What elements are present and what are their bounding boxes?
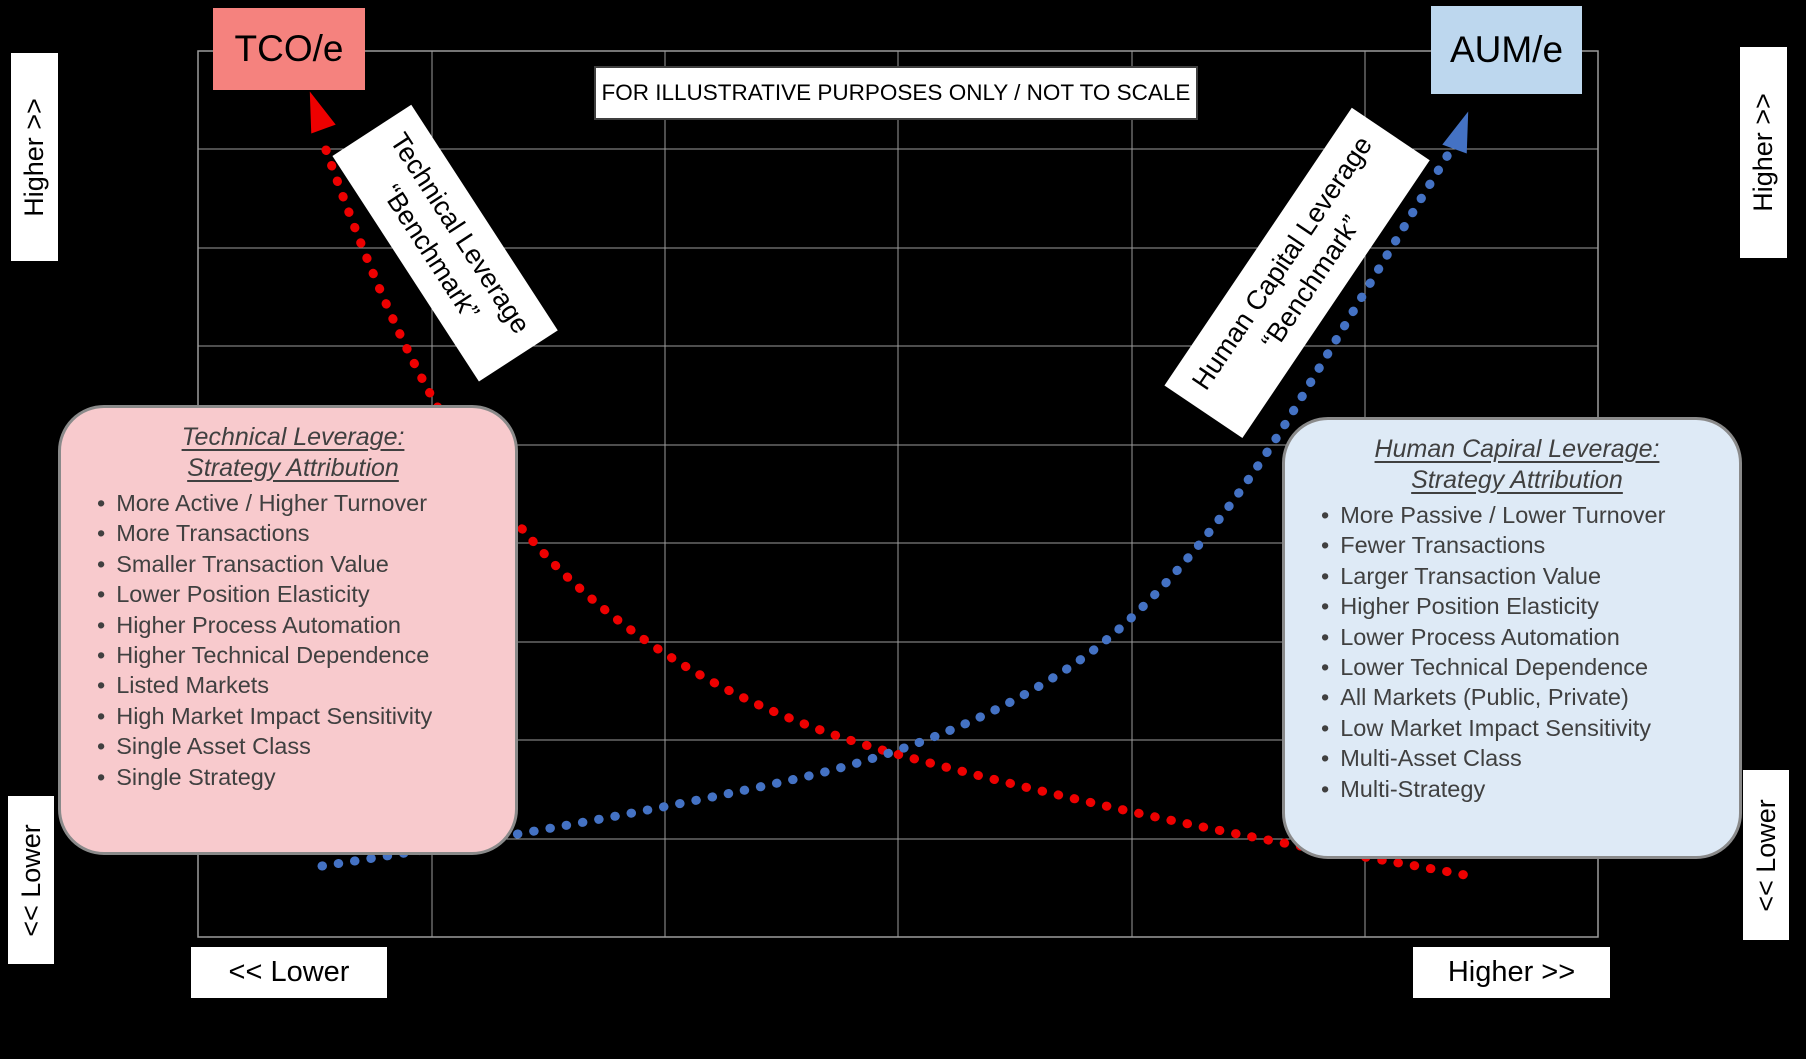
technical-panel-bullet-list: More Active / Higher Turnover More Trans… [85, 488, 501, 792]
list-item: Smaller Transaction Value [97, 549, 501, 579]
y-right-higher-label: Higher >> [1748, 93, 1779, 212]
human-capital-leverage-panel: Human Capiral Leverage: Strategy Attribu… [1282, 417, 1742, 859]
y-right-lower-label-box: << Lower [1743, 770, 1789, 940]
technical-panel-title: Technical Leverage: Strategy Attribution [85, 422, 501, 484]
human-panel-bullet-list: More Passive / Lower Turnover Fewer Tran… [1309, 500, 1725, 804]
list-item: More Active / Higher Turnover [97, 488, 501, 518]
list-item: Multi-Asset Class [1321, 743, 1725, 773]
disclaimer-banner: FOR ILLUSTRATIVE PURPOSES ONLY / NOT TO … [594, 66, 1198, 120]
human-capital-leverage-curve [317, 143, 1457, 871]
list-item: Larger Transaction Value [1321, 561, 1725, 591]
list-item: Fewer Transactions [1321, 530, 1725, 560]
list-item: High Market Impact Sensitivity [97, 701, 501, 731]
list-item: Higher Position Elasticity [1321, 591, 1725, 621]
y-right-higher-label-box: Higher >> [1740, 47, 1787, 258]
x-higher-label: Higher >> [1413, 947, 1610, 998]
y-left-lower-label: << Lower [15, 823, 46, 937]
technical-panel-title-line1: Technical Leverage: [181, 423, 405, 451]
red-arrowhead-icon [309, 91, 336, 134]
list-item: Listed Markets [97, 670, 501, 700]
vertical-gridlines [431, 51, 1366, 937]
list-item: Single Strategy [97, 762, 501, 792]
y-right-lower-label: << Lower [1750, 798, 1781, 912]
list-item: Lower Process Automation [1321, 622, 1725, 652]
y-left-higher-label-box: Higher >> [11, 53, 58, 261]
tco-axis-box: TCO/e [213, 8, 365, 90]
technical-leverage-panel: Technical Leverage: Strategy Attribution… [58, 405, 518, 855]
list-item: Low Market Impact Sensitivity [1321, 713, 1725, 743]
list-item: Lower Position Elasticity [97, 579, 501, 609]
technical-panel-title-line2: Strategy Attribution [187, 454, 399, 482]
list-item: All Markets (Public, Private) [1321, 682, 1725, 712]
human-panel-title-line1: Human Capiral Leverage: [1374, 435, 1660, 463]
y-left-lower-label-box: << Lower [8, 796, 54, 964]
list-item: Higher Technical Dependence [97, 640, 501, 670]
y-left-higher-label: Higher >> [19, 97, 50, 217]
list-item: More Transactions [97, 518, 501, 548]
human-panel-title-line2: Strategy Attribution [1411, 466, 1623, 494]
blue-arrowhead-icon [1442, 111, 1469, 154]
human-panel-title: Human Capiral Leverage: Strategy Attribu… [1309, 434, 1725, 496]
list-item: Single Asset Class [97, 731, 501, 761]
list-item: Higher Process Automation [97, 610, 501, 640]
x-lower-label: << Lower [191, 947, 387, 998]
list-item: Multi-Strategy [1321, 774, 1725, 804]
list-item: Lower Technical Dependence [1321, 652, 1725, 682]
aum-axis-box: AUM/e [1431, 6, 1582, 94]
list-item: More Passive / Lower Turnover [1321, 500, 1725, 530]
